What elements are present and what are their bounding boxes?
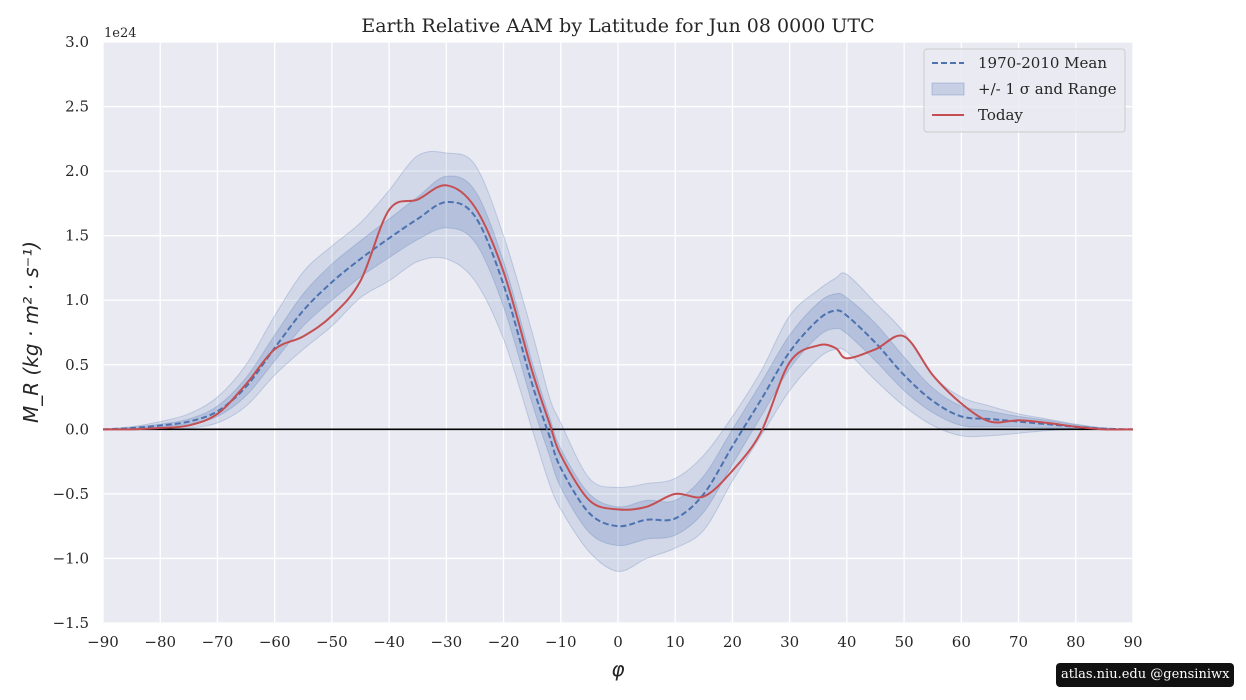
x-tick-label: 20 bbox=[723, 633, 742, 651]
x-tick-label: −10 bbox=[545, 633, 577, 651]
y-offset-text: 1e24 bbox=[104, 26, 137, 41]
x-tick-labels: −90 −80 −70 −60 −50 −40 −30 −20 −10 0 10 20 30 40 50 60… bbox=[87, 633, 1142, 651]
x-tick-label: 70 bbox=[1009, 633, 1028, 651]
legend-label: +/- 1 σ and Range bbox=[978, 80, 1117, 98]
y-tick-label: −0.5 bbox=[53, 485, 89, 503]
x-tick-label: 50 bbox=[895, 633, 914, 651]
x-tick-label: −60 bbox=[259, 633, 291, 651]
x-tick-label: 60 bbox=[952, 633, 971, 651]
y-tick-label: 3.0 bbox=[65, 33, 89, 51]
credit-badge: atlas.niu.edu @gensiniwx bbox=[1056, 663, 1235, 687]
legend-band-swatch bbox=[931, 82, 965, 96]
legend: 1970-2010 Mean +/- 1 σ and Range Today bbox=[923, 48, 1126, 133]
x-tick-label: −90 bbox=[87, 633, 119, 651]
x-tick-label: 90 bbox=[1123, 633, 1142, 651]
x-tick-label: −50 bbox=[316, 633, 348, 651]
x-tick-label: 80 bbox=[1066, 633, 1085, 651]
y-tick-label: 0.5 bbox=[65, 356, 89, 374]
y-tick-label: −1.0 bbox=[53, 549, 89, 567]
today-line bbox=[102, 184, 1134, 511]
mean-line bbox=[102, 201, 1134, 528]
y-tick-label: 2.0 bbox=[65, 162, 89, 180]
y-tick-label: 2.5 bbox=[65, 98, 89, 116]
y-tick-label: 1.5 bbox=[65, 227, 89, 245]
y-tick-label: 1.0 bbox=[65, 291, 89, 309]
series-lines bbox=[102, 184, 1134, 528]
x-tick-label: 30 bbox=[780, 633, 799, 651]
y-tick-labels: −1.5 −1.0 −0.5 0.0 0.5 1.0 1.5 2.0 2.5 3.0 bbox=[53, 33, 89, 632]
x-tick-label: −70 bbox=[202, 633, 234, 651]
legend-label: Today bbox=[978, 106, 1023, 124]
x-tick-label: −80 bbox=[144, 633, 176, 651]
y-tick-label: 0.0 bbox=[65, 420, 89, 438]
x-tick-label: 10 bbox=[666, 633, 685, 651]
y-axis-label: M_R (kg · m² · s⁻¹) bbox=[19, 241, 43, 423]
x-tick-label: 40 bbox=[837, 633, 856, 651]
legend-label: 1970-2010 Mean bbox=[978, 54, 1107, 72]
y-tick-label: −1.5 bbox=[53, 614, 89, 632]
legend-box bbox=[923, 48, 1126, 133]
x-axis-label: φ bbox=[611, 657, 624, 681]
x-tick-label: −20 bbox=[488, 633, 520, 651]
x-tick-label: 0 bbox=[613, 633, 623, 651]
x-tick-label: −40 bbox=[373, 633, 405, 651]
chart-title: Earth Relative AAM by Latitude for Jun 0… bbox=[361, 15, 874, 37]
grid bbox=[102, 41, 1134, 624]
x-tick-label: −30 bbox=[431, 633, 463, 651]
